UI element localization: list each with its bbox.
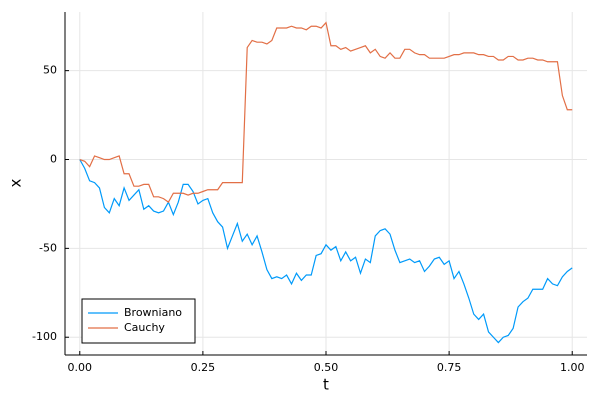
- data-line: [79, 159, 573, 344]
- legend-box: [81, 298, 196, 344]
- y-tick-label: -50: [39, 241, 57, 254]
- legend-label: Cauchy: [124, 321, 165, 334]
- x-tick-label: 0.25: [191, 361, 216, 374]
- legend-label: Browniano: [124, 306, 182, 319]
- x-axis-label: t: [323, 376, 329, 394]
- y-tick-label: 50: [43, 64, 57, 77]
- data-line: [79, 21, 573, 204]
- x-tick-label: 0.00: [68, 361, 93, 374]
- x-tick-label: 0.75: [437, 361, 462, 374]
- y-tick-label: -100: [32, 330, 57, 343]
- x-tick-label: 0.50: [314, 361, 339, 374]
- y-tick-label: 0: [50, 153, 57, 166]
- y-axis-label: x: [7, 178, 25, 187]
- x-tick-label: 1.00: [560, 361, 585, 374]
